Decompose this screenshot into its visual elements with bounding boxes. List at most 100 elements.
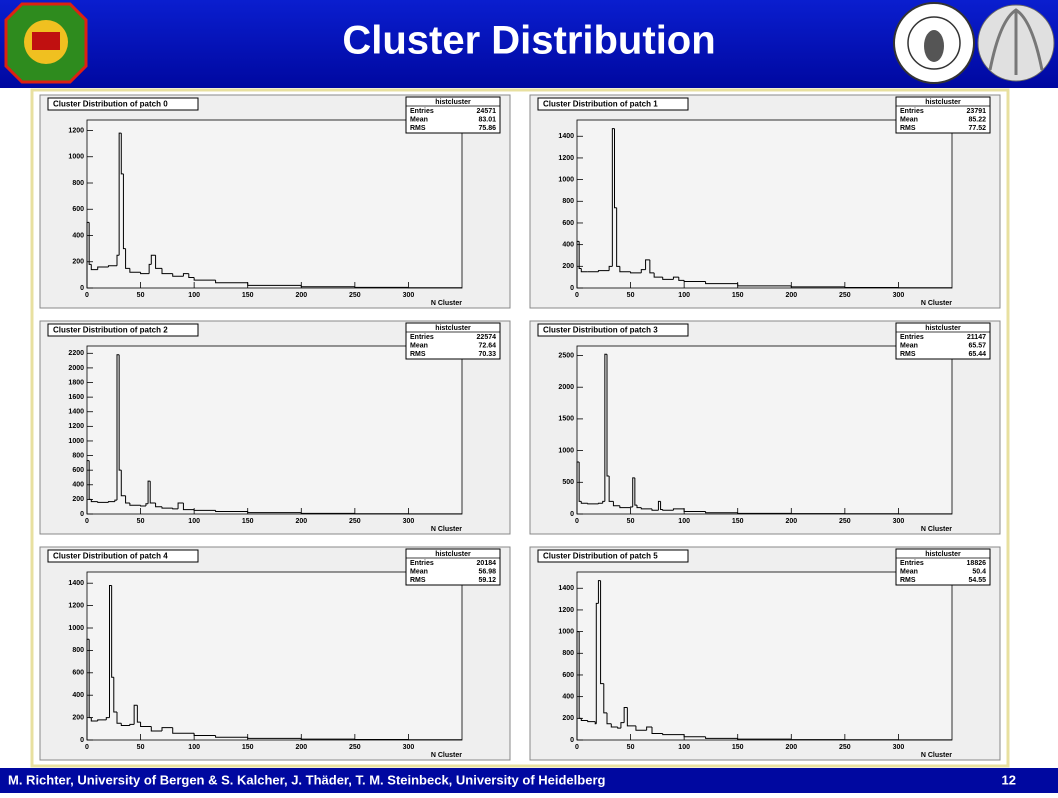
stats-name: histcluster [925, 325, 961, 332]
y-tick-label: 200 [72, 714, 84, 721]
plot-frame [87, 346, 462, 514]
plot-frame [87, 120, 462, 288]
x-tick-label: 150 [732, 518, 744, 525]
x-tick-label: 250 [839, 744, 851, 751]
x-tick-label: 100 [678, 744, 690, 751]
stats-value: 23791 [967, 108, 987, 115]
slide-title: Cluster Distribution [342, 19, 715, 63]
chart-panel: Cluster Distribution of patch 4 histclust… [40, 547, 510, 760]
x-tick-label: 50 [627, 744, 635, 751]
stats-value: 65.44 [968, 351, 986, 358]
y-tick-label: 1400 [558, 133, 574, 140]
stats-label: Entries [900, 560, 924, 567]
x-tick-label: 50 [137, 292, 145, 299]
x-tick-label: 0 [575, 292, 579, 299]
x-tick-label: 0 [85, 292, 89, 299]
plot-frame [577, 572, 952, 740]
y-tick-label: 1000 [558, 176, 574, 183]
x-tick-label: 50 [137, 518, 145, 525]
y-tick-label: 1800 [68, 379, 84, 386]
page-number: 12 [1002, 772, 1016, 787]
x-axis-label: N Cluster [431, 300, 462, 307]
y-tick-label: 1400 [558, 585, 574, 592]
x-tick-label: 100 [678, 518, 690, 525]
y-tick-label: 1000 [558, 447, 574, 454]
stats-name: histcluster [925, 551, 961, 558]
stats-label: Mean [900, 568, 918, 575]
x-tick-label: 100 [678, 292, 690, 299]
stats-value: 72.64 [478, 342, 496, 349]
stats-value: 65.57 [968, 342, 986, 349]
chart-title: Cluster Distribution of patch 3 [543, 326, 658, 335]
y-tick-label: 200 [72, 496, 84, 503]
y-tick-label: 2000 [68, 365, 84, 372]
y-tick-label: 800 [562, 198, 574, 205]
x-axis-label: N Cluster [431, 526, 462, 533]
x-axis-label: N Cluster [431, 752, 462, 759]
x-tick-label: 50 [627, 292, 635, 299]
plot-frame [577, 120, 952, 288]
y-tick-label: 800 [72, 452, 84, 459]
y-tick-label: 600 [562, 220, 574, 227]
stats-name: histcluster [435, 325, 471, 332]
institute-logo [978, 5, 1054, 81]
stats-label: Entries [410, 108, 434, 115]
stats-label: Entries [410, 334, 434, 341]
x-tick-label: 250 [349, 518, 361, 525]
stats-value: 75.86 [478, 125, 496, 132]
x-tick-label: 0 [85, 518, 89, 525]
y-tick-label: 0 [570, 737, 574, 744]
stats-value: 21147 [967, 334, 986, 341]
x-tick-label: 50 [137, 744, 145, 751]
plot-frame [87, 572, 462, 740]
x-tick-label: 150 [242, 518, 254, 525]
y-tick-label: 800 [72, 647, 84, 654]
y-tick-label: 1200 [68, 602, 84, 609]
stats-value: 83.01 [478, 116, 496, 123]
stats-label: Mean [410, 568, 428, 575]
stats-label: Mean [410, 342, 428, 349]
x-tick-label: 300 [403, 292, 415, 299]
y-tick-label: 400 [72, 232, 84, 239]
y-tick-label: 1400 [68, 580, 84, 587]
x-tick-label: 150 [242, 744, 254, 751]
stats-value: 54.55 [968, 577, 986, 584]
stats-value: 59.12 [478, 577, 496, 584]
x-tick-label: 50 [627, 518, 635, 525]
y-tick-label: 0 [80, 737, 84, 744]
stats-value: 70.33 [478, 351, 496, 358]
x-tick-label: 250 [349, 744, 361, 751]
chart-title: Cluster Distribution of patch 4 [53, 552, 168, 561]
y-tick-label: 2500 [558, 352, 574, 359]
stats-value: 24571 [477, 108, 497, 115]
x-tick-label: 0 [575, 518, 579, 525]
x-tick-label: 200 [295, 744, 307, 751]
y-tick-label: 0 [80, 511, 84, 518]
x-tick-label: 0 [85, 744, 89, 751]
x-tick-label: 200 [785, 744, 797, 751]
y-tick-label: 1200 [558, 155, 574, 162]
y-tick-label: 1500 [558, 416, 574, 423]
stats-label: Entries [410, 560, 434, 567]
x-axis-label: N Cluster [921, 526, 952, 533]
university-logo [894, 3, 974, 83]
y-tick-label: 500 [562, 479, 574, 486]
stats-name: histcluster [435, 551, 471, 558]
stats-name: histcluster [435, 99, 471, 106]
y-tick-label: 1000 [558, 628, 574, 635]
y-tick-label: 1000 [68, 625, 84, 632]
x-tick-label: 150 [732, 292, 744, 299]
x-tick-label: 200 [295, 518, 307, 525]
histogram-bin [845, 287, 899, 288]
stats-label: Entries [900, 108, 924, 115]
chart-title: Cluster Distribution of patch 1 [543, 100, 658, 109]
x-tick-label: 250 [349, 292, 361, 299]
y-tick-label: 1200 [68, 423, 84, 430]
stats-label: RMS [410, 351, 426, 358]
y-tick-label: 400 [72, 482, 84, 489]
y-tick-label: 600 [562, 672, 574, 679]
